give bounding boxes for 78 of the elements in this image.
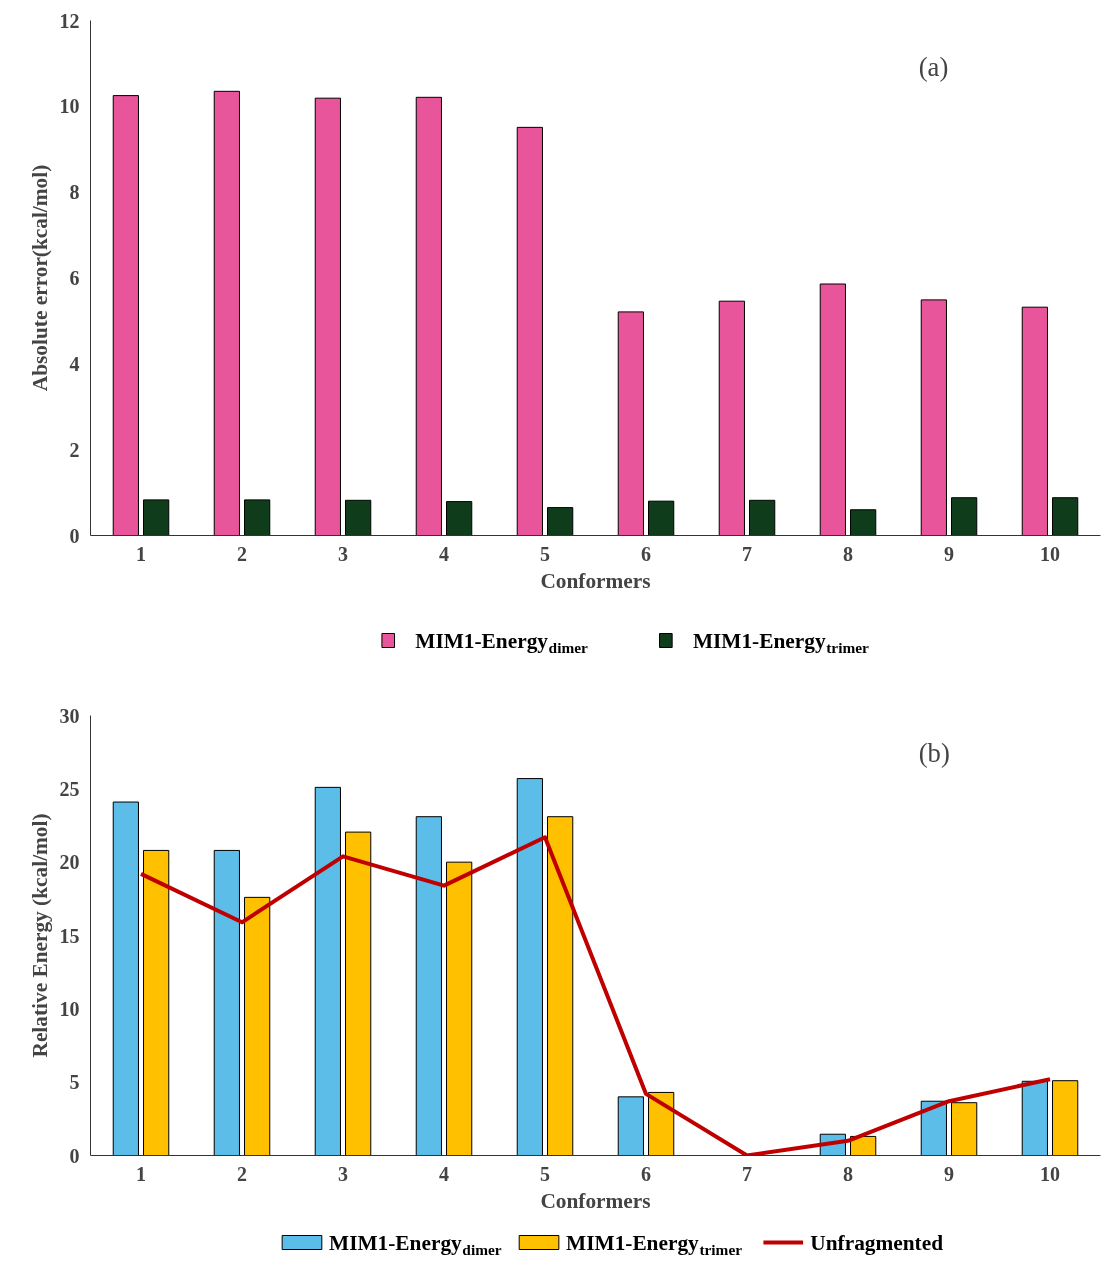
y-axis-title: Relative Energy (kcal/mol)	[27, 813, 52, 1058]
bar	[749, 499, 776, 536]
bar	[951, 1102, 978, 1156]
x-tick-label: 1	[136, 1162, 146, 1185]
bar	[617, 1096, 644, 1156]
bar	[920, 1100, 947, 1156]
bar	[951, 497, 978, 536]
x-tick-label: 8	[843, 542, 853, 565]
x-tick-label: 5	[540, 542, 550, 565]
x-tick-label: 6	[641, 1162, 651, 1185]
bar	[850, 509, 877, 536]
y-tick-label: 10	[59, 997, 80, 1020]
y-tick-label: 15	[59, 924, 80, 947]
x-tick-label: 7	[742, 542, 752, 565]
x-tick-label: 2	[237, 542, 247, 565]
bar	[213, 849, 240, 1156]
bar	[648, 1091, 675, 1156]
x-axis-title: Conformers	[540, 1188, 651, 1213]
bar	[547, 507, 574, 536]
bar	[446, 861, 473, 1156]
x-tick-label: 9	[944, 542, 954, 565]
bar	[244, 499, 271, 536]
bar	[345, 831, 372, 1156]
bar	[819, 283, 846, 536]
line-series	[139, 835, 1052, 1156]
bar	[516, 778, 543, 1156]
bar	[1021, 1080, 1048, 1156]
y-tick-label: 4	[69, 352, 80, 375]
bar	[718, 300, 745, 536]
y-tick-label: 25	[59, 777, 80, 800]
bar	[1052, 1080, 1079, 1156]
x-axis-title: Conformers	[540, 568, 651, 593]
x-tick-label: 6	[641, 542, 651, 565]
x-tick-label: 10	[1040, 1162, 1060, 1185]
bar	[345, 499, 372, 536]
x-tick-label: 5	[540, 1162, 550, 1185]
bar	[112, 801, 139, 1156]
legend-label: Unfragmented	[810, 1230, 944, 1255]
bar	[1021, 306, 1048, 536]
bar	[1052, 497, 1079, 536]
bar	[617, 311, 644, 536]
y-axis-title: Absolute error(kcal/mol)	[27, 164, 52, 392]
bar	[213, 90, 240, 536]
x-tick-label: 8	[843, 1162, 853, 1185]
bar	[648, 500, 675, 536]
bar	[415, 816, 442, 1156]
y-tick-label: 8	[69, 181, 80, 204]
y-tick-label: 0	[69, 524, 80, 547]
x-tick-label: 2	[237, 1162, 247, 1185]
y-tick-label: 12	[59, 9, 80, 32]
x-tick-label: 7	[742, 1162, 752, 1185]
bar	[547, 816, 574, 1156]
bar	[415, 96, 442, 536]
annotation: (a)	[918, 52, 949, 83]
y-tick-label: 6	[69, 267, 80, 289]
x-tick-label: 10	[1040, 542, 1060, 565]
y-tick-label: 30	[59, 704, 80, 727]
y-tick-label: 5	[69, 1071, 80, 1094]
x-tick-label: 9	[944, 1162, 954, 1185]
x-tick-label: 3	[338, 1162, 348, 1185]
bar	[446, 501, 473, 536]
y-tick-label: 0	[69, 1144, 80, 1167]
y-tick-label: 2	[69, 438, 80, 461]
bar	[314, 786, 341, 1156]
bar	[314, 97, 341, 536]
bar	[516, 126, 543, 536]
bar	[112, 95, 139, 536]
x-tick-label: 1	[136, 542, 146, 565]
x-tick-label: 3	[338, 542, 348, 565]
bar	[143, 849, 170, 1156]
annotation: (b)	[918, 738, 950, 769]
y-tick-label: 20	[59, 851, 80, 874]
bar	[143, 499, 170, 536]
x-tick-label: 4	[439, 542, 449, 565]
bar	[920, 299, 947, 536]
x-tick-label: 4	[439, 1162, 449, 1185]
y-tick-label: 10	[59, 95, 80, 118]
bar	[244, 896, 271, 1156]
